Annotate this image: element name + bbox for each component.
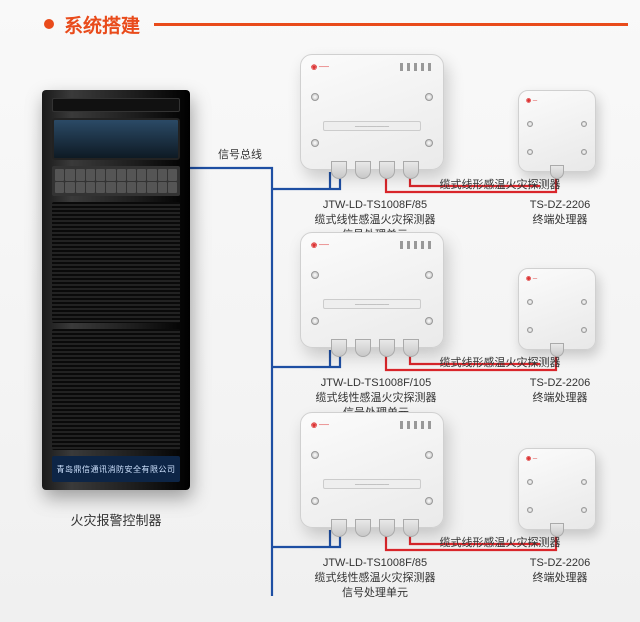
cabinet-keypad [52,166,180,196]
section-title: 系统搭建 [64,11,140,38]
led-row [400,63,431,71]
cabinet-brand: 青岛鼎信通讯消防安全有限公司 [52,456,180,482]
terminal-label-2: TS-DZ-2206终端处理器 [510,376,610,406]
sensor-cable-label: 缆式线形感温火灾探测器 [420,356,580,371]
section-header: 系统搭建 [44,10,628,38]
led-row [400,241,431,249]
terminal-processor-1: ◉ ─ [518,90,596,172]
led-row [400,421,431,429]
processor-label-3: JTW-LD-TS1008F/85 缆式线性感温火灾探测器 信号处理单元 [290,556,460,601]
brand-icon: ◉ ─ [526,455,537,462]
brand-icon: ◉ ── [311,241,329,249]
brand-icon: ◉ ─ [526,275,537,282]
signal-processor-3: ◉ ── ──────── [300,412,444,528]
cabinet-vent [52,202,180,323]
sensor-cable-label: 缆式线形感温火灾探测器 [420,536,580,551]
cabinet-vent [52,329,180,450]
cabinet-label: 火灾报警控制器 [42,510,190,529]
terminal-label-3: TS-DZ-2206终端处理器 [510,556,610,586]
terminal-processor-2: ◉ ─ [518,268,596,350]
fire-alarm-controller: 青岛鼎信通讯消防安全有限公司 [42,90,190,490]
divider [154,23,628,26]
brand-icon: ◉ ─ [526,97,537,104]
terminal-label-1: TS-DZ-2206终端处理器 [510,198,610,228]
bus-label: 信号总线 [218,148,262,163]
cabinet-top-slot [52,98,180,112]
signal-processor-2: ◉ ── ──────── [300,232,444,348]
label-strip: ──────── [323,121,421,131]
terminal-processor-3: ◉ ─ [518,448,596,530]
bullet-icon [44,19,54,29]
sensor-cable-label: 缆式线形感温火灾探测器 [420,178,580,193]
brand-icon: ◉ ── [311,63,329,71]
signal-processor-1: ◉ ── ──────── [300,54,444,170]
label-strip: ──────── [323,299,421,309]
label-strip: ──────── [323,479,421,489]
brand-icon: ◉ ── [311,421,329,429]
cabinet-display [52,118,180,160]
